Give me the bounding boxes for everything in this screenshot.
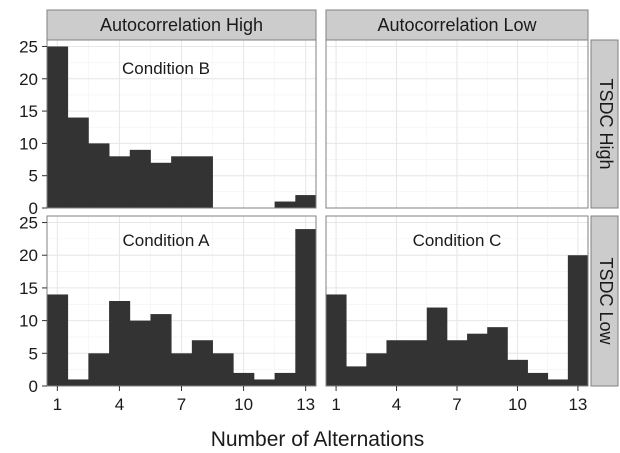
- histogram-bar: [295, 229, 317, 386]
- histogram-bar: [274, 201, 296, 208]
- column-strip-0: [46, 9, 317, 41]
- column-strip-label-0: Autocorrelation High: [100, 15, 263, 35]
- y-tick-label: 0: [29, 199, 38, 218]
- histogram-bar: [191, 340, 213, 386]
- column-strip-1: [325, 9, 589, 41]
- histogram-bar: [129, 320, 151, 386]
- column-strip-label-1: Autocorrelation Low: [377, 15, 537, 35]
- x-tick-label: 1: [53, 395, 62, 414]
- histogram-bar: [326, 294, 347, 386]
- histogram-bar: [366, 353, 387, 386]
- y-tick-label: 20: [19, 246, 38, 265]
- x-tick-label: 4: [115, 395, 124, 414]
- y-tick-label: 5: [29, 167, 38, 186]
- histogram-bar: [171, 156, 193, 208]
- y-tick-label: 15: [19, 279, 38, 298]
- histogram-bar: [67, 117, 89, 208]
- histogram-bar: [467, 333, 488, 386]
- histogram-bar: [527, 372, 549, 386]
- panel-tsdc-low-autocorr-low: Condition C: [325, 215, 589, 387]
- y-tick-label: 25: [19, 214, 38, 233]
- y-tick-label: 0: [29, 377, 38, 396]
- row-strip-1: [590, 215, 619, 387]
- row-strip-label-0: TSDC High: [596, 78, 616, 169]
- histogram-bar: [274, 372, 296, 386]
- y-tick-label: 20: [19, 70, 38, 89]
- x-axis-title: Number of Alternations: [211, 428, 425, 451]
- histogram-bar: [386, 340, 408, 386]
- histogram-bar: [47, 294, 69, 386]
- histogram-bar: [109, 156, 131, 208]
- histogram-bar: [406, 340, 428, 386]
- histogram-bar: [253, 379, 276, 386]
- x-tick-label: 1: [331, 395, 340, 414]
- histogram-bar: [67, 379, 89, 386]
- x-tick-label: 7: [452, 395, 461, 414]
- panel-tsdc-low-autocorr-high: Condition A: [46, 215, 317, 387]
- condition-label: Condition A: [123, 231, 211, 250]
- histogram-bar: [507, 359, 528, 386]
- x-tick-label: 10: [234, 395, 253, 414]
- histogram-bar: [109, 301, 131, 386]
- histogram-bar: [88, 353, 110, 386]
- histogram-bar: [171, 353, 193, 386]
- y-tick-label: 10: [19, 134, 38, 153]
- panel-tsdc-high-autocorr-high: Condition B: [46, 39, 317, 209]
- histogram-bar: [295, 195, 317, 208]
- histogram-bar: [191, 156, 213, 208]
- histogram-bar: [567, 255, 589, 386]
- histogram-bar: [129, 149, 151, 208]
- x-tick-label: 13: [568, 395, 587, 414]
- histogram-bar: [446, 340, 468, 386]
- row-strip-label-1: TSDC Low: [596, 257, 616, 345]
- x-tick-label: 7: [177, 395, 186, 414]
- histogram-bar: [547, 379, 569, 386]
- x-tick-label: 4: [392, 395, 401, 414]
- y-tick-label: 5: [29, 344, 38, 363]
- condition-label: Condition B: [122, 59, 210, 78]
- row-strip-0: [590, 39, 619, 209]
- x-tick-label: 10: [508, 395, 527, 414]
- histogram-bar: [88, 143, 110, 208]
- y-tick-label: 10: [19, 312, 38, 331]
- histogram-bar: [150, 314, 172, 386]
- panel-border: [325, 39, 589, 209]
- histogram-bar: [426, 307, 448, 386]
- panel-tsdc-high-autocorr-low: [325, 39, 589, 209]
- histogram-bar: [233, 372, 255, 386]
- panel-border: [46, 39, 317, 209]
- histogram-bar: [47, 46, 69, 208]
- x-tick-label: 13: [296, 395, 315, 414]
- y-tick-label: 25: [19, 37, 38, 56]
- condition-label: Condition C: [413, 231, 502, 250]
- histogram-bar: [346, 366, 367, 386]
- histogram-bar: [150, 162, 172, 208]
- histogram-bar: [212, 353, 234, 386]
- histogram-bar: [487, 327, 508, 386]
- y-tick-label: 15: [19, 102, 38, 121]
